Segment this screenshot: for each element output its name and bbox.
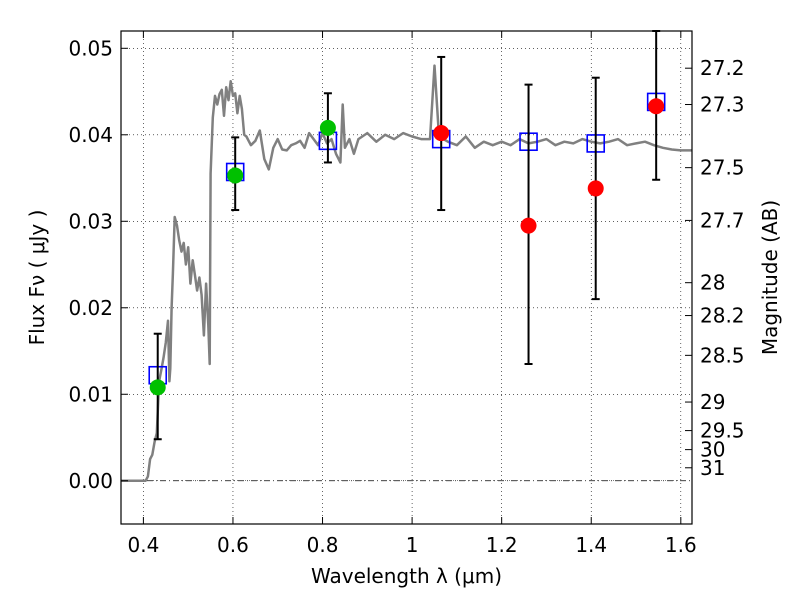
red-data-point — [648, 98, 665, 115]
plot-frame — [120, 30, 693, 525]
x-tick-label: 1.4 — [575, 533, 607, 557]
mag-tick-label: 31 — [700, 456, 725, 480]
green-data-point — [319, 119, 336, 136]
x-tick-label: 1 — [406, 533, 419, 557]
grid — [121, 31, 692, 524]
red-data-point — [520, 217, 537, 234]
mag-tick-label: 29 — [700, 390, 725, 414]
y-axis-left: 0.00 0.01 0.02 0.03 0.04 0.05 — [68, 36, 128, 493]
mag-tick-label: 28 — [700, 271, 725, 295]
mag-tick-label: 27.2 — [700, 56, 745, 80]
x-tick-label: 1.2 — [486, 533, 518, 557]
green-data-point — [227, 167, 244, 184]
mag-tick-label: 28.2 — [700, 304, 745, 328]
x-tick-label: 1.6 — [665, 533, 697, 557]
y-tick-label: 0.01 — [68, 382, 113, 406]
y-tick-label: 0.00 — [68, 469, 113, 493]
y-tick-label: 0.05 — [68, 36, 113, 60]
y-tick-label: 0.02 — [68, 296, 113, 320]
y-tick-label: 0.03 — [68, 209, 113, 233]
green-data-point — [149, 379, 166, 396]
y-axis-title: Flux Fν ( μJy ) — [25, 210, 49, 346]
x-axis-title: Wavelength λ (μm) — [311, 564, 502, 588]
x-tick-label: 0.4 — [127, 533, 159, 557]
plot-content — [121, 30, 692, 483]
x-tick-label: 0.8 — [307, 533, 339, 557]
x-axis: 0.4 0.6 0.8 1 1.2 1.4 1.6 — [127, 31, 697, 557]
y2-axis-title: Magnitude (AB) — [758, 200, 782, 355]
sed-model-line — [121, 64, 692, 483]
mag-tick-label: 30 — [700, 438, 725, 462]
mag-tick-label: 27.7 — [700, 208, 745, 232]
red-data-point — [433, 125, 450, 142]
mag-tick-label: 27.3 — [700, 93, 745, 117]
mag-tick-label: 29.5 — [700, 419, 745, 443]
mag-tick-label: 28.5 — [700, 343, 745, 367]
red-data-point — [587, 180, 604, 197]
mag-tick-label: 27.5 — [700, 156, 745, 180]
y-tick-label: 0.04 — [68, 123, 113, 147]
x-tick-label: 0.6 — [217, 533, 249, 557]
